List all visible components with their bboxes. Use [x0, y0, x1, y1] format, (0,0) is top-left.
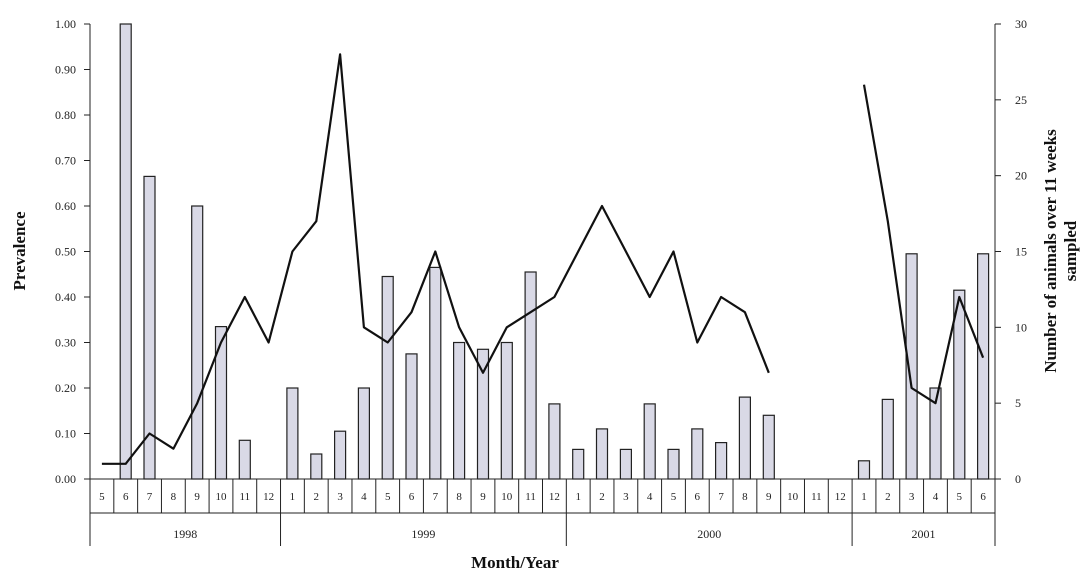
- month-label: 7: [147, 491, 153, 503]
- prevalence-bar: [667, 448, 680, 480]
- month-label: 7: [433, 491, 439, 503]
- left-tick-label: 0.40: [55, 290, 76, 304]
- month-label: 1: [861, 491, 867, 503]
- month-label: 2: [885, 491, 891, 503]
- prevalence-bar: [691, 428, 704, 480]
- month-label: 2: [599, 491, 605, 503]
- month-label: 9: [480, 491, 486, 503]
- month-label: 11: [240, 491, 251, 503]
- month-label: 3: [337, 491, 343, 503]
- prevalence-bar: [405, 353, 418, 480]
- prevalence-bar: [286, 387, 299, 480]
- x-axis: 5 6 7 8 9 10 11 12 1 2 3 4 5 6 7 8 9 10 11 12 1 2 3 4 5 6 7 8 9 10 11 1…: [89, 478, 996, 546]
- month-label: 8: [171, 491, 177, 503]
- right-axis-title-line-1: Number of animals over 11 weeks: [1041, 129, 1060, 373]
- month-label: 7: [718, 491, 724, 503]
- month-label: 6: [123, 491, 129, 503]
- prevalence-bar: [238, 439, 251, 480]
- year-label: 2001: [912, 527, 936, 541]
- prevalence-bar: [310, 453, 323, 480]
- month-label: 5: [385, 491, 391, 503]
- prevalence-bar: [595, 428, 609, 480]
- month-label: 8: [456, 491, 462, 503]
- prevalence-bar: [381, 275, 394, 480]
- month-label: 9: [194, 491, 200, 503]
- prevalence-bar: [619, 448, 633, 480]
- left-tick-label: 0.80: [55, 108, 76, 122]
- month-label: 3: [909, 491, 915, 503]
- prevalence-bar: [548, 403, 561, 480]
- month-label: 12: [263, 491, 274, 503]
- month-label: 6: [409, 491, 415, 503]
- prevalence-bar: [334, 430, 347, 480]
- right-tick-label: 15: [1015, 245, 1027, 259]
- animals-line: [101, 53, 985, 465]
- right-tick-label: 30: [1015, 17, 1027, 31]
- prevalence-bar: [881, 398, 894, 480]
- left-tick-label: 0.60: [55, 199, 76, 213]
- year-label: 1999: [411, 527, 435, 541]
- prevalence-bar: [476, 348, 490, 480]
- right-axis-title-line-2: sampled: [1061, 220, 1080, 281]
- prevalence-bar: [572, 448, 585, 480]
- month-label: 10: [501, 491, 513, 503]
- bars-layer: [119, 23, 990, 480]
- left-axis-title: Prevalence: [10, 211, 29, 290]
- month-label: 11: [525, 491, 536, 503]
- prevalence-bar: [976, 253, 990, 480]
- right-tick-label: 10: [1015, 320, 1027, 334]
- year-label: 1998: [173, 527, 197, 541]
- month-label: 3: [623, 491, 629, 503]
- month-label: 4: [361, 491, 367, 503]
- year-label: 2000: [697, 527, 721, 541]
- month-label: 6: [980, 491, 986, 503]
- prevalence-bar: [857, 460, 871, 480]
- right-tick-label: 20: [1015, 169, 1027, 183]
- left-tick-label: 0.00: [55, 472, 76, 486]
- prevalence-bar: [643, 403, 656, 480]
- prevalence-bar: [762, 414, 775, 480]
- month-label: 11: [811, 491, 822, 503]
- month-label: 1: [575, 491, 581, 503]
- month-label: 5: [99, 491, 105, 503]
- x-axis-title: Month/Year: [471, 553, 559, 572]
- right-tick-label: 5: [1015, 396, 1021, 410]
- prevalence-bar: [714, 442, 728, 480]
- month-label: 10: [215, 491, 227, 503]
- prevalence-bar: [357, 387, 370, 480]
- month-label: 5: [957, 491, 963, 503]
- left-tick-label: 0.30: [55, 336, 76, 350]
- month-label: 10: [787, 491, 799, 503]
- month-label: 12: [549, 491, 560, 503]
- month-label: 5: [671, 491, 677, 503]
- left-axis: 0.00 0.10 0.20 0.30 0.40 0.50 0.60 0.70 0.80 0.90…: [55, 17, 91, 486]
- left-tick-label: 0.70: [55, 154, 76, 168]
- right-axis: 0 5 10 15 20 25 30: [994, 17, 1027, 486]
- left-tick-label: 0.10: [55, 427, 76, 441]
- left-tick-label: 0.90: [55, 63, 76, 77]
- right-tick-label: 25: [1015, 93, 1027, 107]
- prevalence-bar: [738, 396, 752, 480]
- prevalence-bar: [119, 23, 132, 480]
- month-label: 9: [766, 491, 772, 503]
- left-tick-label: 1.00: [55, 17, 76, 31]
- right-tick-label: 0: [1015, 472, 1021, 486]
- prevalence-bar: [453, 341, 466, 480]
- month-label: 2: [314, 491, 320, 503]
- month-label: 1: [290, 491, 296, 503]
- month-label: 12: [835, 491, 846, 503]
- prevalence-bar: [500, 341, 513, 480]
- month-label: 4: [933, 491, 939, 503]
- month-label: 4: [647, 491, 653, 503]
- prevalence-bar: [429, 266, 442, 480]
- prevalence-bar: [524, 271, 537, 480]
- prevalence-bar: [191, 205, 204, 480]
- left-tick-label: 0.20: [55, 381, 76, 395]
- month-label: 8: [742, 491, 748, 503]
- month-label: 6: [695, 491, 701, 503]
- left-tick-label: 0.50: [55, 245, 76, 259]
